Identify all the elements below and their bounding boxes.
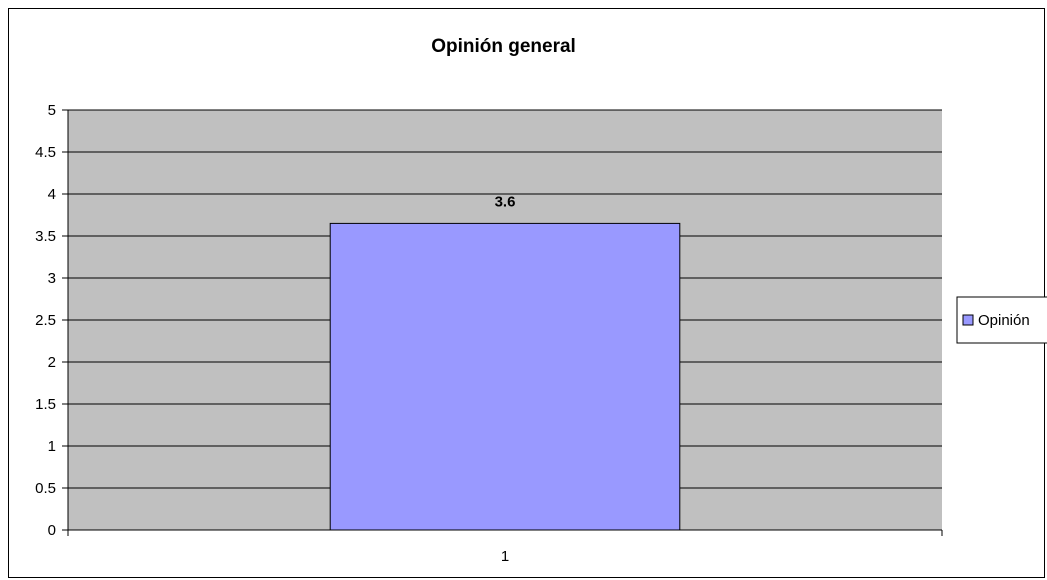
y-tick-label: 3.5	[35, 228, 56, 245]
y-tick-label: 0.5	[35, 480, 56, 497]
bars: 3.6	[329, 193, 681, 531]
bar-data-label: 3.6	[495, 193, 516, 210]
y-tick-label: 3	[48, 270, 56, 287]
y-tick-label: 1.5	[35, 396, 56, 413]
legend: Opinión	[956, 296, 1047, 344]
y-tick-label: 0	[48, 522, 56, 539]
y-tick-label: 4	[48, 186, 56, 203]
axes: 0 0.5 1 1.5 2 2.5 3 3.5 4 4.5 5 1	[35, 102, 943, 565]
y-tick-label: 5	[48, 102, 56, 119]
bar	[329, 222, 681, 531]
chart-title: Opinión general	[431, 36, 576, 57]
y-tick-label: 4.5	[35, 144, 56, 161]
y-tick-label: 2.5	[35, 312, 56, 329]
y-tick-label: 2	[48, 354, 56, 371]
y-tick-label: 1	[48, 438, 56, 455]
legend-swatch	[962, 314, 974, 326]
x-tick-label: 1	[501, 548, 509, 565]
legend-label: Opinión	[978, 312, 1030, 329]
